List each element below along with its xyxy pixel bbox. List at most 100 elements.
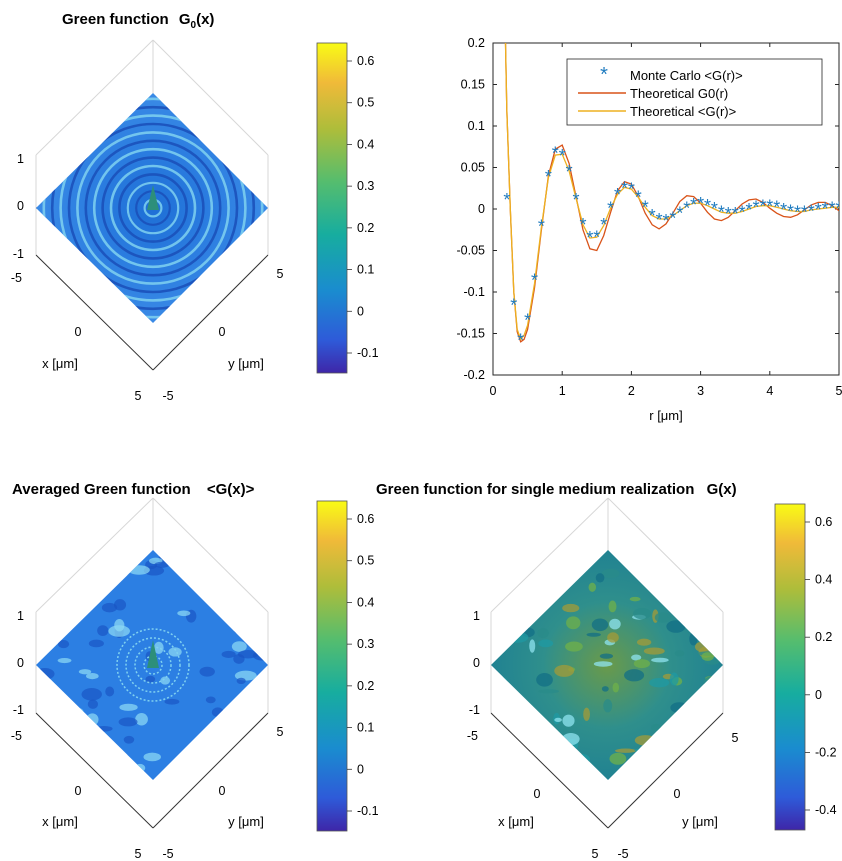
monte-carlo-point: * (649, 206, 656, 226)
y-tick: 0 (674, 787, 681, 801)
monte-carlo-point: * (829, 198, 836, 218)
y-tick-label: -0.05 (457, 244, 486, 258)
monte-carlo-point: * (524, 310, 531, 330)
monte-carlo-point: * (780, 200, 787, 220)
colorbar-tick-label: -0.4 (815, 803, 837, 817)
colorbar-tick-label: 0.4 (815, 573, 832, 587)
surface-bump (636, 638, 652, 646)
x-axis-label: r [μm] (649, 408, 682, 423)
surface-bump (562, 603, 580, 613)
speckle (234, 711, 243, 720)
surface-bump (554, 664, 575, 677)
speckle (101, 602, 118, 613)
y-tick: 5 (277, 267, 284, 281)
surface-bump (562, 714, 575, 727)
x-tick: -5 (467, 729, 478, 743)
surface-bump (607, 632, 619, 643)
z-tick: 0 (473, 656, 480, 670)
surface-bump (491, 749, 508, 762)
y-tick: -5 (162, 847, 173, 861)
axes-box (490, 497, 724, 713)
speckle (53, 564, 64, 573)
y-tick-label: -0.15 (457, 327, 486, 341)
surface-bump (669, 672, 679, 686)
monte-carlo-point: * (690, 195, 697, 215)
surface-bump (683, 556, 700, 568)
surface-bump (633, 659, 651, 669)
monte-carlo-point: * (787, 202, 794, 222)
surface-bump (491, 710, 505, 723)
y-axis-label: y [μm] (228, 356, 264, 371)
y-axis-label: y [μm] (228, 814, 264, 829)
surface-bump (588, 582, 597, 592)
surface-bump (704, 701, 720, 707)
monte-carlo-point: * (725, 204, 732, 224)
x-tick-label: 5 (836, 384, 842, 398)
speckle (57, 658, 72, 664)
z-tick: -1 (13, 247, 24, 261)
monte-carlo-point: * (718, 202, 725, 222)
y-tick: 5 (732, 731, 739, 745)
monte-carlo-point: * (746, 200, 753, 220)
monte-carlo-point: * (621, 178, 628, 198)
monte-carlo-point: * (607, 198, 614, 218)
axis-lines (490, 712, 724, 829)
surface-bump (495, 676, 508, 687)
speckle (234, 627, 246, 634)
speckle (168, 647, 182, 657)
ripple-ring (59, 114, 247, 302)
colorbar-ticks: 0.6 0.5 0.4 0.3 0.2 0.1 0 -0.1 (347, 512, 379, 818)
speckle (222, 715, 239, 729)
x-axis-ticks: 0 1 2 3 4 5 (490, 43, 842, 398)
monte-carlo-point: * (600, 215, 607, 235)
surface-bump (511, 592, 527, 605)
monte-carlo-point: * (752, 198, 759, 218)
speckle (52, 616, 67, 627)
surface-bump (643, 647, 665, 655)
speckle (128, 565, 150, 575)
ripple-ring (67, 122, 239, 294)
x-axis-label: x [μm] (42, 814, 78, 829)
surface-bump (498, 734, 510, 748)
surface-bump (666, 620, 686, 633)
speckle (78, 669, 92, 675)
monte-carlo-point: * (559, 146, 566, 166)
y-tick: -5 (617, 847, 628, 861)
surface-bump (615, 748, 637, 753)
surface-bump (560, 572, 577, 583)
legend[interactable]: * Monte Carlo <G(r)> Theoretical G0(r) T… (566, 58, 823, 126)
speckle (46, 715, 61, 725)
z-tick: -1 (469, 703, 480, 717)
speckle (86, 672, 99, 680)
monte-carlo-point: * (545, 167, 552, 187)
speckle (119, 703, 138, 711)
z-tick: -1 (13, 703, 24, 717)
speckle (95, 725, 113, 732)
monte-carlo-point: * (573, 190, 580, 210)
colorbar-tick-label: 0.2 (357, 679, 374, 693)
z-tick: 0 (17, 656, 24, 670)
surface-bump (668, 743, 676, 756)
axes-box (35, 39, 269, 255)
ripple-ring (101, 156, 205, 260)
surface-bump (583, 707, 590, 721)
monte-carlo-point: * (566, 162, 573, 182)
ripple-ring (125, 637, 181, 693)
monte-carlo-point: * (732, 204, 739, 224)
y-tick: -5 (162, 389, 173, 403)
monte-carlo-point: * (697, 194, 704, 214)
surface-bump (537, 628, 549, 639)
x-tick-label: 3 (697, 384, 704, 398)
monte-carlo-point: * (683, 198, 690, 218)
surface-bump (656, 729, 665, 743)
legend-box (566, 58, 823, 126)
surface-bump (586, 632, 601, 637)
surface-bump (670, 702, 689, 714)
monte-carlo-point: * (662, 211, 669, 231)
ripple-ring (143, 655, 163, 675)
surface-bump (695, 610, 703, 616)
series-line-theoretical-avg-g (504, 43, 839, 341)
monte-carlo-point: * (711, 199, 718, 219)
surface-bump (554, 717, 562, 722)
speckle (232, 584, 241, 597)
